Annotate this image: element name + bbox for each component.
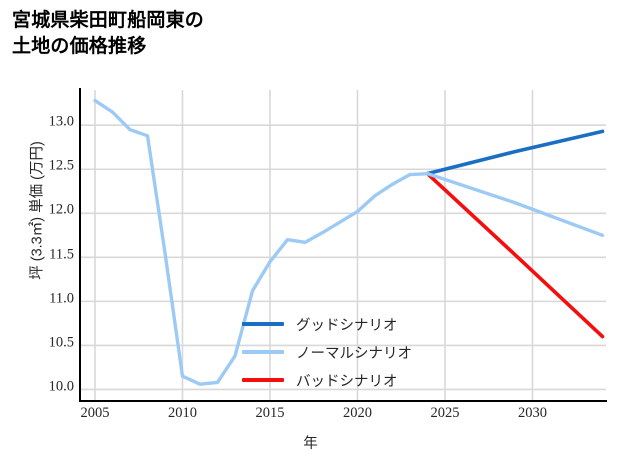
y-tick-label: 10.0: [48, 378, 74, 395]
y-tick-label: 13.0: [48, 113, 74, 130]
series-line: [93, 98, 605, 386]
y-tick-label: 12.5: [48, 157, 74, 174]
x-tick-label: 2015: [255, 405, 285, 421]
x-tick-label: 2030: [518, 405, 547, 421]
chart-legend: グッドシナリオ ノーマルシナリオ バッドシナリオ: [242, 310, 442, 394]
legend-label-normal: ノーマルシナリオ: [296, 345, 412, 362]
series-line: [425, 129, 605, 176]
grid-lines: [81, 90, 606, 400]
line-chart-svg: [81, 90, 606, 400]
x-tick-label: 2020: [343, 405, 372, 421]
legend-item-bad: バッドシナリオ: [242, 366, 442, 394]
page-title: 宮城県柴田町船岡東の 土地の価格推移: [12, 10, 205, 57]
y-tick-label: 11.0: [49, 290, 74, 307]
legend-label-bad: バッドシナリオ: [296, 373, 398, 390]
legend-swatch-bad: [242, 378, 284, 382]
plot-area: [81, 90, 606, 400]
legend-item-good: グッドシナリオ: [242, 310, 442, 338]
legend-label-good: グッドシナリオ: [296, 317, 398, 334]
y-tick-label: 11.5: [49, 246, 74, 262]
y-tick-label: 10.5: [48, 334, 74, 351]
series-lines: [93, 98, 605, 386]
x-axis-title: 年: [303, 436, 318, 452]
x-tick-label: 2025: [430, 405, 460, 421]
legend-swatch-normal: [242, 350, 284, 354]
y-axis-title: 坪 (3.3㎡) 単価 (万円): [29, 141, 46, 280]
x-tick-label: 2010: [168, 405, 197, 421]
y-axis-line: [79, 88, 81, 402]
legend-item-normal: ノーマルシナリオ: [242, 338, 442, 366]
series-line: [425, 171, 605, 339]
legend-swatch-good: [242, 322, 284, 326]
x-axis-line: [79, 400, 607, 402]
x-tick-label: 2005: [80, 405, 110, 421]
y-tick-label: 12.0: [48, 201, 74, 218]
